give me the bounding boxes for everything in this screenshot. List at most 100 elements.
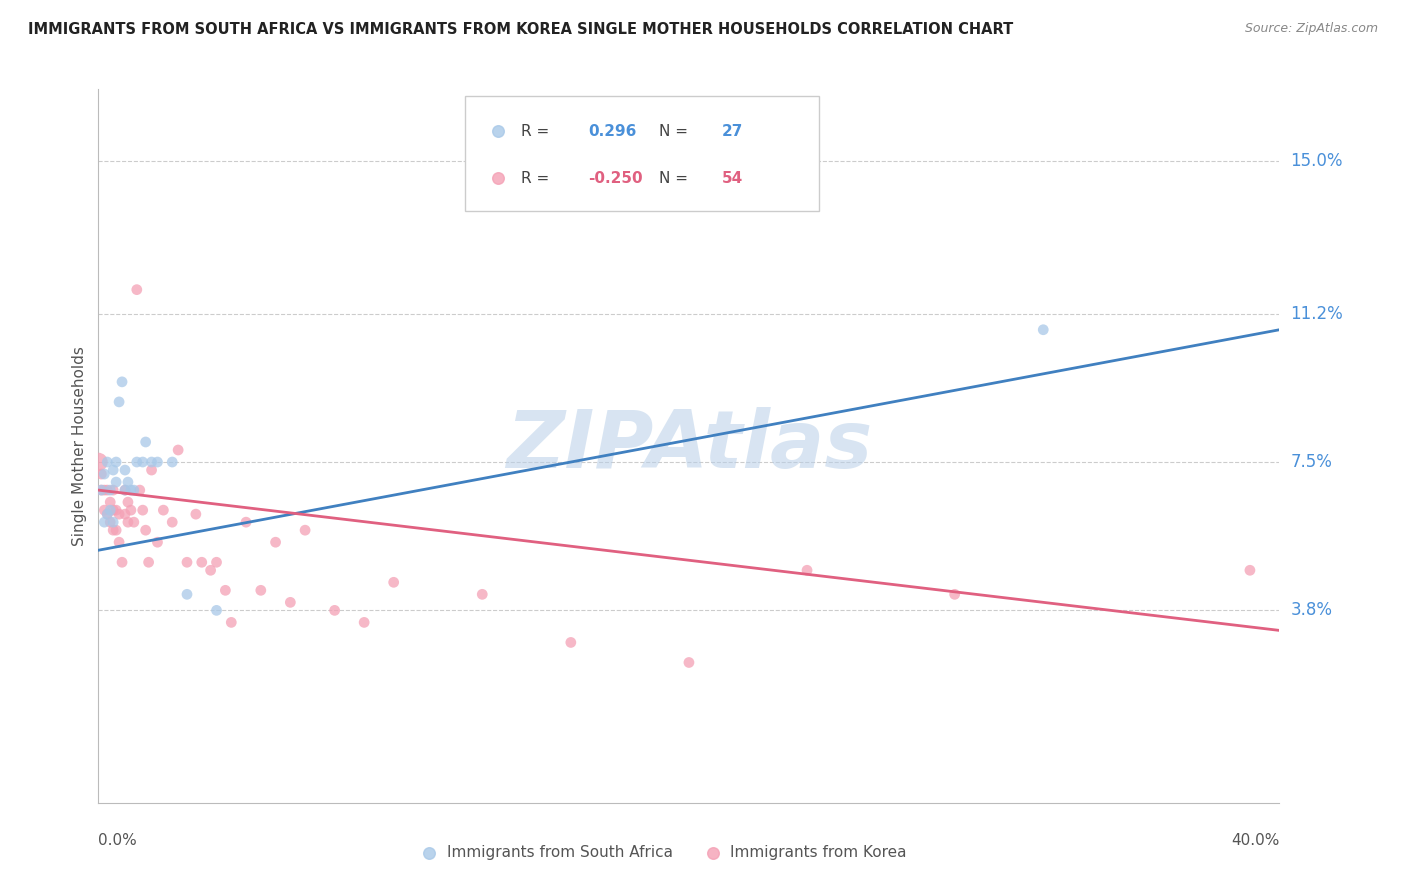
Point [138, 555, 160, 569]
Point [93, 483, 115, 497]
Point [125, 283, 148, 297]
Point [103, 463, 125, 477]
Text: IMMIGRANTS FROM SOUTH AFRICA VS IMMIGRANTS FROM KOREA SINGLE MOTHER HOUSEHOLDS C: IMMIGRANTS FROM SOUTH AFRICA VS IMMIGRAN… [28, 22, 1014, 37]
Point [278, 595, 302, 609]
Point [162, 455, 183, 469]
Point [117, 515, 139, 529]
Point [141, 455, 163, 469]
Point [96, 507, 118, 521]
Point [264, 535, 287, 549]
Point [122, 483, 145, 497]
Point [108, 507, 131, 521]
Point [120, 483, 142, 497]
Point [90, 483, 112, 497]
Point [205, 555, 228, 569]
Point [132, 455, 155, 469]
Point [176, 587, 198, 601]
Point [103, 503, 125, 517]
Point [214, 583, 236, 598]
Point [90, 483, 112, 497]
Point [117, 495, 139, 509]
Text: Immigrants from Korea: Immigrants from Korea [730, 846, 907, 860]
Point [135, 523, 157, 537]
Point [111, 555, 134, 569]
Point [105, 455, 128, 469]
Point [117, 475, 139, 489]
Point [1239, 563, 1261, 577]
Text: 27: 27 [723, 124, 744, 139]
Point [353, 615, 375, 630]
Text: ZIPAtlas: ZIPAtlas [506, 407, 872, 485]
Point [96, 455, 118, 469]
Point [560, 635, 582, 649]
Point [167, 442, 190, 457]
Point [943, 587, 966, 601]
Point [114, 507, 136, 521]
Text: 7.5%: 7.5% [1291, 453, 1333, 471]
Point [90, 467, 112, 481]
Text: 54: 54 [723, 171, 744, 186]
Text: -0.250: -0.250 [589, 171, 643, 186]
Point [205, 603, 228, 617]
Point [176, 555, 198, 569]
Point [382, 575, 405, 590]
Point [98, 515, 121, 529]
Text: N =: N = [659, 124, 693, 139]
Point [108, 535, 131, 549]
Point [96, 483, 118, 497]
Point [96, 507, 118, 521]
Text: R =: R = [522, 124, 554, 139]
Point [152, 503, 174, 517]
Point [114, 483, 136, 497]
Point [135, 435, 157, 450]
Point [200, 563, 222, 577]
Text: 0.296: 0.296 [589, 124, 637, 139]
Point [120, 503, 142, 517]
Text: 15.0%: 15.0% [1291, 153, 1343, 170]
Text: Immigrants from South Africa: Immigrants from South Africa [447, 846, 673, 860]
Point [105, 475, 128, 489]
Text: 11.2%: 11.2% [1291, 305, 1343, 323]
FancyBboxPatch shape [464, 96, 818, 211]
Point [162, 515, 183, 529]
Point [146, 535, 169, 549]
Point [98, 483, 121, 497]
Point [191, 555, 214, 569]
Point [141, 463, 163, 477]
Point [235, 515, 257, 529]
Point [128, 483, 150, 497]
Text: 40.0%: 40.0% [1232, 833, 1279, 848]
Point [184, 507, 207, 521]
Point [105, 503, 128, 517]
Point [219, 615, 242, 630]
Text: 3.8%: 3.8% [1291, 601, 1333, 619]
Point [294, 523, 316, 537]
Point [114, 463, 136, 477]
Point [103, 523, 125, 537]
Point [98, 495, 121, 509]
Point [105, 523, 128, 537]
Point [111, 375, 134, 389]
Text: 0.0%: 0.0% [98, 833, 138, 848]
Point [125, 455, 148, 469]
Text: N =: N = [659, 171, 693, 186]
Y-axis label: Single Mother Households: Single Mother Households [72, 346, 87, 546]
Point [122, 515, 145, 529]
Point [93, 467, 115, 481]
Point [471, 587, 494, 601]
Text: R =: R = [522, 171, 554, 186]
Point [108, 395, 131, 409]
Point [103, 515, 125, 529]
Point [98, 503, 121, 517]
Point [87, 455, 110, 469]
Point [1032, 323, 1054, 337]
Point [93, 503, 115, 517]
Text: Source: ZipAtlas.com: Source: ZipAtlas.com [1244, 22, 1378, 36]
Point [323, 603, 346, 617]
Point [132, 503, 155, 517]
Point [250, 583, 273, 598]
Point [796, 563, 818, 577]
Point [678, 656, 700, 670]
Point [114, 483, 136, 497]
Point [93, 515, 115, 529]
